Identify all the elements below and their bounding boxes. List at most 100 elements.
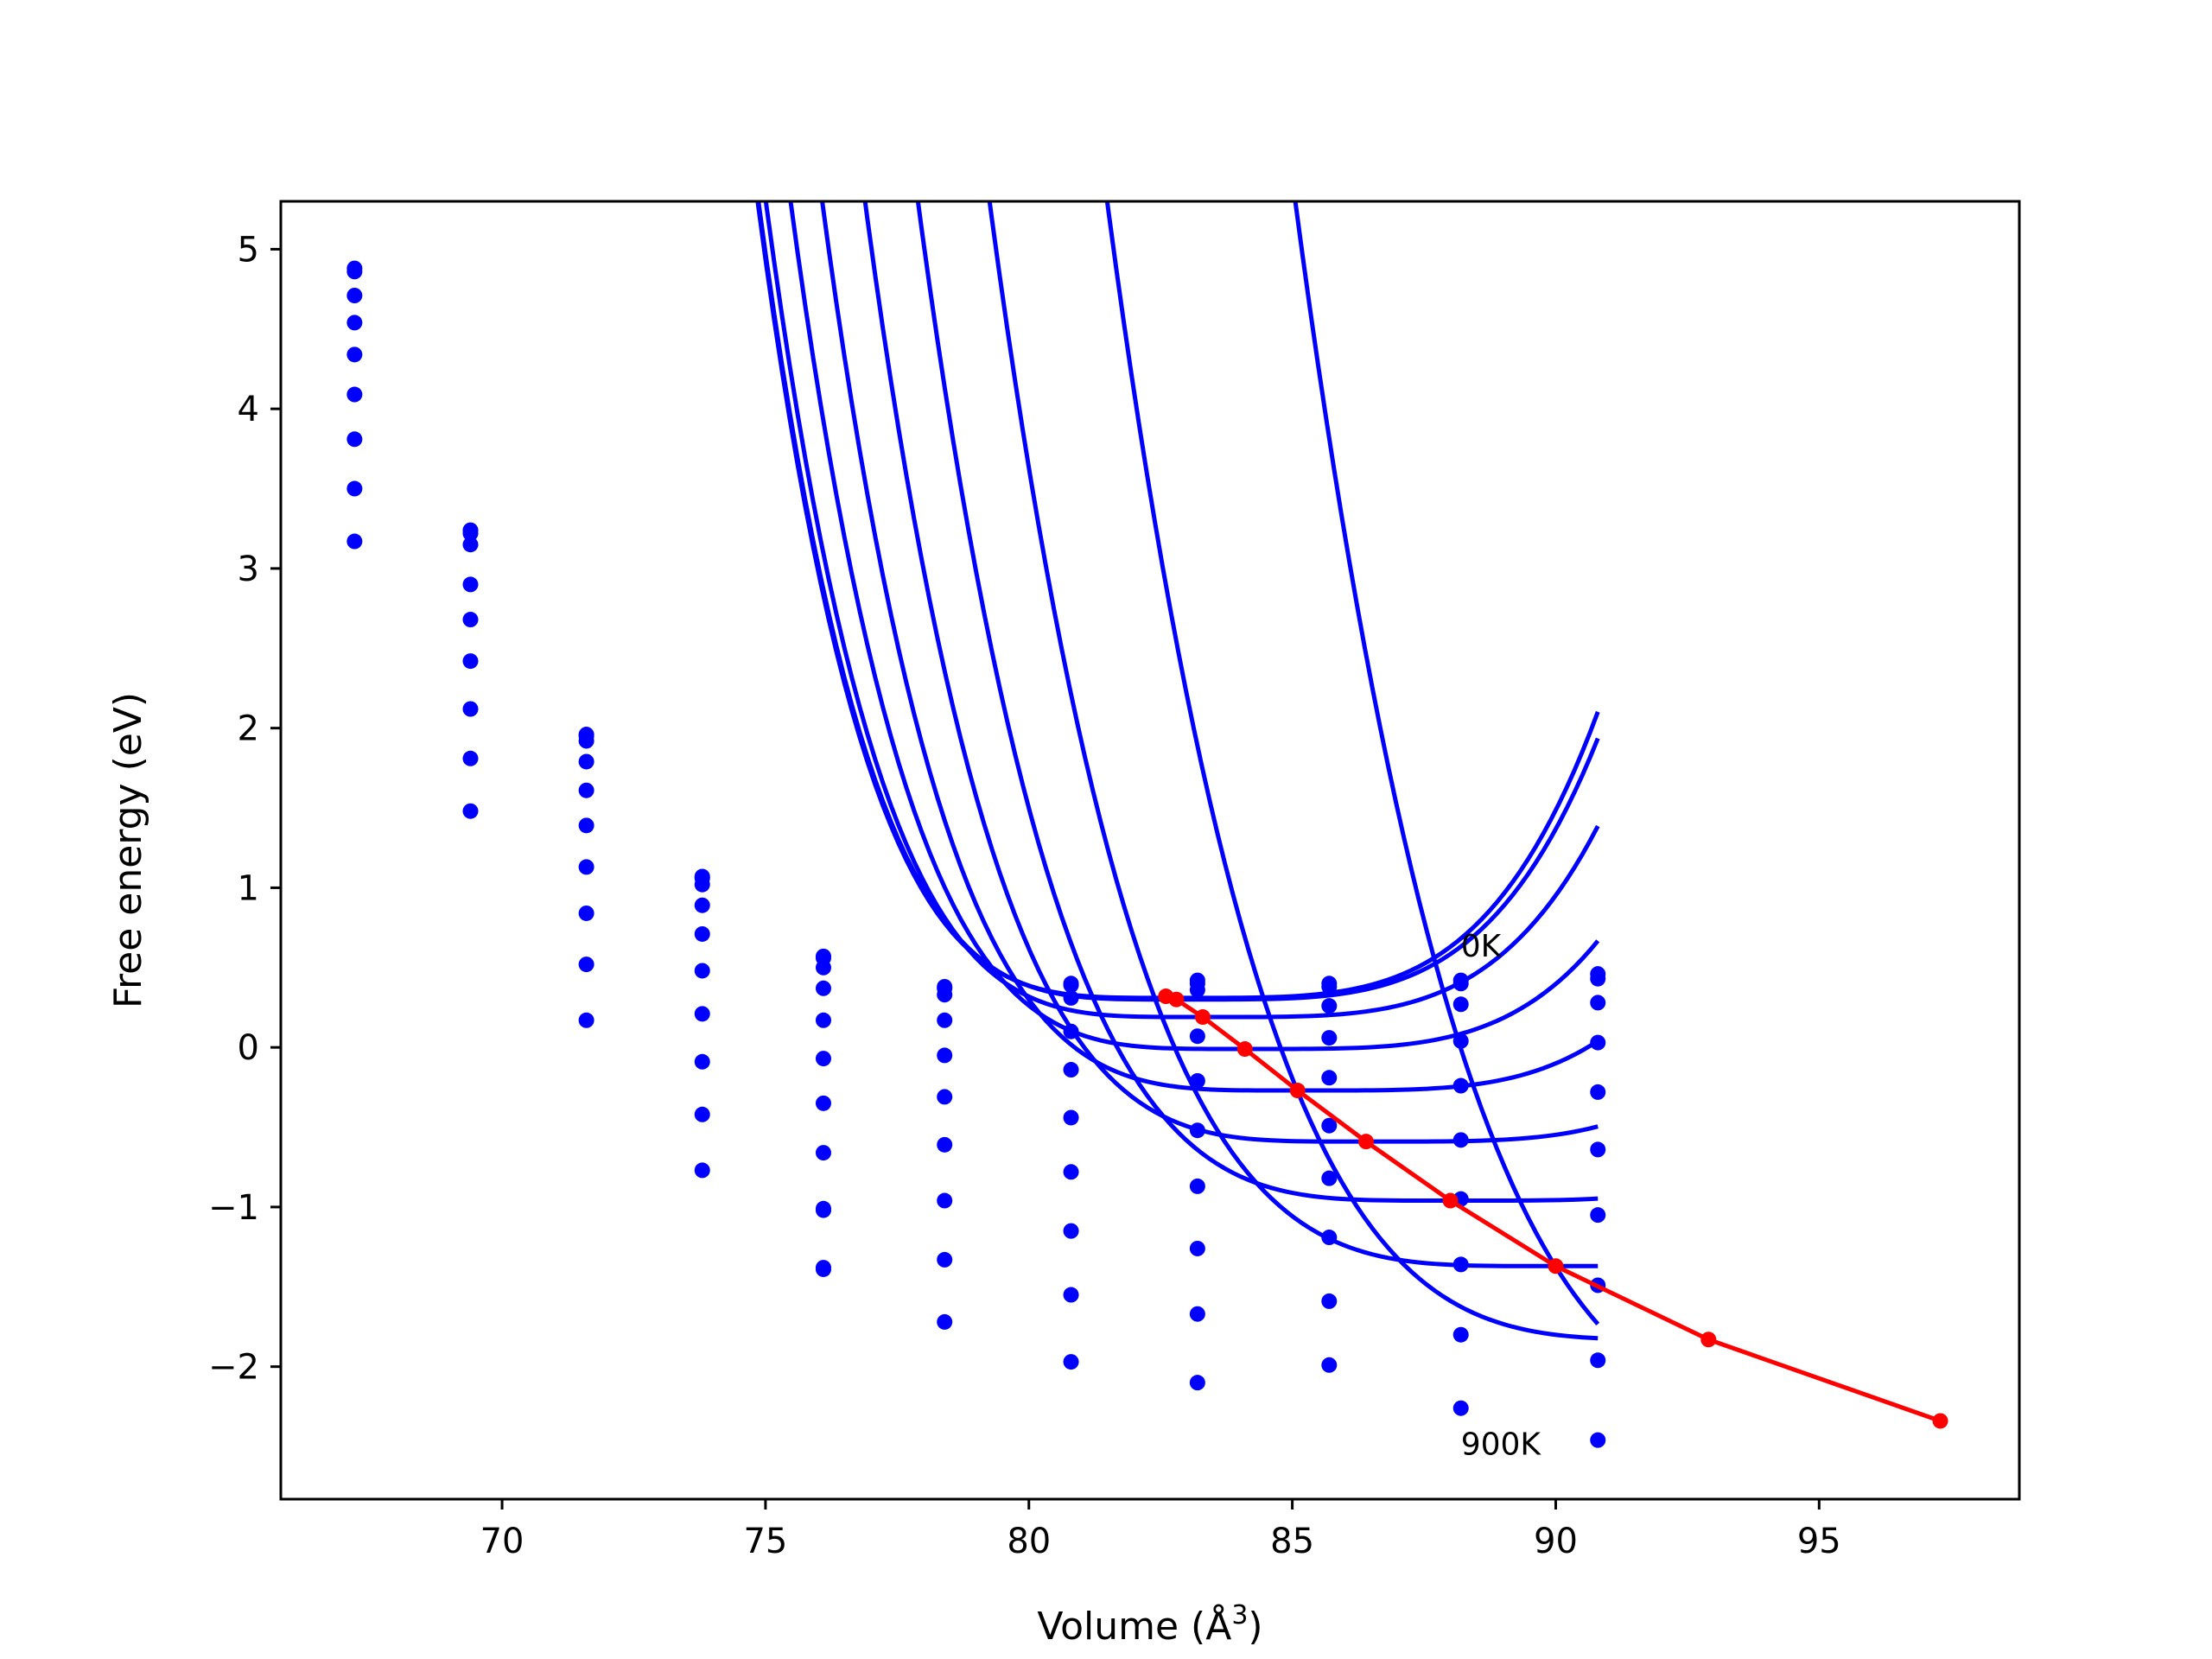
data-point-100k xyxy=(346,264,363,280)
y-tick-label: 1 xyxy=(238,868,259,908)
data-point-300k xyxy=(937,1012,953,1028)
data-point-400k xyxy=(1590,1084,1606,1100)
data-point-900k xyxy=(937,1313,953,1330)
y-tick-label: 5 xyxy=(238,230,259,270)
fitted-curves xyxy=(755,201,1600,1341)
data-point-700k xyxy=(578,905,594,921)
data-point-400k xyxy=(937,1047,953,1064)
data-point-100k xyxy=(1321,978,1338,995)
data-point-500k xyxy=(1452,1132,1469,1148)
data-point-900k xyxy=(1452,1400,1469,1416)
data-point-900k xyxy=(1063,1354,1079,1370)
data-point-700k xyxy=(1189,1240,1205,1256)
data-point-300k xyxy=(1452,1033,1469,1049)
x-axis-ticks: 70 75 80 85 90 95 xyxy=(480,1499,1841,1561)
data-point-700k xyxy=(937,1192,953,1209)
x-tick-label: 75 xyxy=(743,1522,787,1561)
minima-point xyxy=(1289,1083,1306,1099)
data-point-800k xyxy=(578,957,594,973)
data-point-600k xyxy=(815,1095,831,1111)
data-point-400k xyxy=(462,612,479,628)
data-point-700k xyxy=(462,750,479,766)
x-axis-label-end: ) xyxy=(1248,1605,1262,1649)
data-point-700k xyxy=(815,1145,831,1161)
x-tick-label: 90 xyxy=(1534,1522,1578,1561)
data-point-900k xyxy=(1590,1432,1606,1448)
data-point-700k xyxy=(1452,1256,1469,1273)
data-point-200k xyxy=(1590,995,1606,1011)
data-point-100k xyxy=(462,525,479,542)
data-point-400k xyxy=(694,925,710,942)
data-point-600k xyxy=(1590,1207,1606,1224)
data-point-400k xyxy=(346,346,363,363)
data-point-500k xyxy=(346,386,363,403)
minima-line xyxy=(1165,994,1942,1423)
data-point-200k xyxy=(578,733,594,749)
data-point-500k xyxy=(1321,1117,1338,1134)
data-point xyxy=(815,1202,831,1218)
x-tick-label: 70 xyxy=(480,1522,524,1561)
data-point-400k xyxy=(1063,1062,1079,1078)
data-point-500k xyxy=(815,1051,831,1067)
data-point-200k xyxy=(937,987,953,1003)
data-point-900k xyxy=(578,1012,594,1028)
data-point-800k xyxy=(1063,1287,1079,1303)
minima-point xyxy=(1236,1041,1253,1058)
x-tick-label: 95 xyxy=(1797,1522,1841,1561)
data-point-300k xyxy=(346,315,363,331)
fit-curve-400k xyxy=(820,201,1599,1093)
data-point-600k xyxy=(578,859,594,875)
data-point-300k xyxy=(462,576,479,593)
data-point-300k xyxy=(1590,1034,1606,1051)
data-point-600k xyxy=(1321,1170,1338,1186)
data-point-500k xyxy=(578,817,594,834)
data-points xyxy=(346,260,1606,1448)
data-point-800k xyxy=(1590,1352,1606,1369)
data-point-800k xyxy=(937,1251,953,1268)
fit-curve-500k xyxy=(862,201,1599,1144)
data-point-800k xyxy=(694,1106,710,1122)
data-point-700k xyxy=(694,1053,710,1070)
data-point-600k xyxy=(1189,1178,1205,1194)
data-point-200k xyxy=(1452,996,1469,1013)
data-point-500k xyxy=(1189,1122,1205,1139)
data-point-300k xyxy=(578,753,594,770)
data-point-500k xyxy=(694,963,710,979)
x-tick-label: 85 xyxy=(1270,1522,1314,1561)
data-point-800k xyxy=(346,533,363,550)
data-point-900k xyxy=(694,1162,710,1179)
data-point-600k xyxy=(462,701,479,717)
minima-point xyxy=(1442,1192,1459,1209)
data-point-600k xyxy=(346,431,363,448)
y-tick-label: 3 xyxy=(238,550,259,589)
data-point-300k xyxy=(815,980,831,996)
data-point-200k xyxy=(1063,989,1079,1006)
minima-point xyxy=(1700,1332,1717,1348)
data-point-300k xyxy=(1189,1028,1205,1045)
data-point-900k xyxy=(1321,1357,1338,1373)
y-tick-label: −1 xyxy=(208,1188,259,1228)
minima-point xyxy=(1932,1413,1948,1429)
y-tick-label: 4 xyxy=(238,390,259,429)
data-point-600k xyxy=(694,1006,710,1022)
data-point-200k xyxy=(1189,982,1205,998)
data-point-700k xyxy=(1321,1230,1338,1246)
data-point-500k xyxy=(1063,1109,1079,1126)
annotation-0k: 0K xyxy=(1461,929,1503,964)
data-point-100k xyxy=(1452,976,1469,992)
plot-area-frame xyxy=(279,200,2021,1501)
data-point-600k xyxy=(937,1136,953,1153)
data-point-100k xyxy=(1063,977,1079,994)
data-point-800k xyxy=(1321,1293,1338,1309)
data-point-200k xyxy=(815,959,831,976)
data-point-400k xyxy=(1452,1077,1469,1094)
minima-point xyxy=(1194,1009,1211,1026)
minima-point xyxy=(1357,1134,1374,1150)
fit-curve-300k xyxy=(788,201,1600,1052)
data-point-700k xyxy=(1063,1223,1079,1239)
data-point-500k xyxy=(1590,1141,1606,1158)
data-point-600k xyxy=(1063,1164,1079,1180)
data-point-200k xyxy=(462,537,479,553)
data-point-500k xyxy=(462,653,479,670)
x-tick-label: 80 xyxy=(1007,1522,1051,1561)
